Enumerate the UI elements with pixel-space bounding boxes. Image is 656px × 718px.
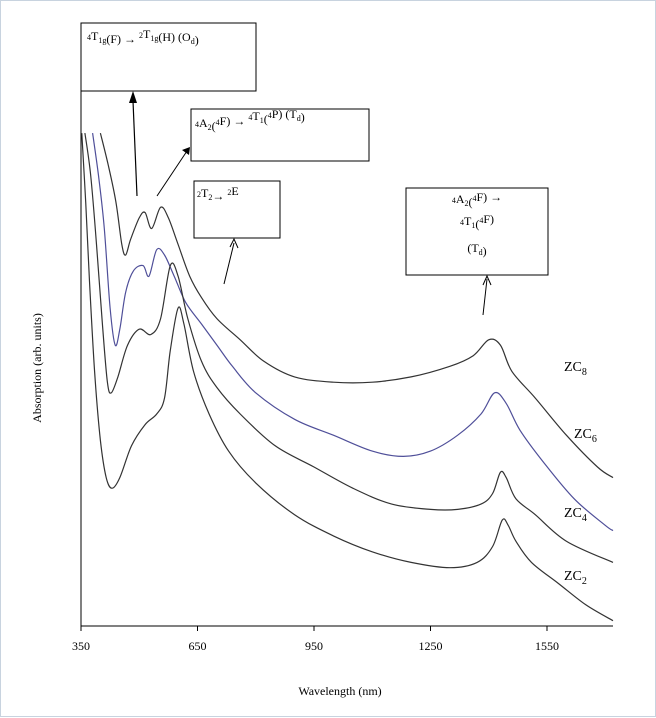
x-axis-title: Wavelength (nm) <box>298 684 381 698</box>
annotation-box-e <box>193 180 281 239</box>
x-tick-label: 350 <box>72 639 90 653</box>
annotation-box-oh <box>80 22 257 92</box>
annotation-oh: 4T1g(F) → 2T1g(H) (Od) <box>80 22 257 197</box>
x-tick-label: 650 <box>188 639 206 653</box>
y-axis-title: Absorption (arb. units) <box>30 313 44 423</box>
annotation-text-td2-line2: 4T1(4F) <box>460 212 494 231</box>
series-label-zc2: ZC2 <box>564 569 587 587</box>
axes: 350 650 950 1250 1550 <box>72 23 613 653</box>
series-line-zc6 <box>92 133 614 532</box>
x-tick-label: 950 <box>305 639 323 653</box>
series-label-zc6: ZC6 <box>574 427 597 445</box>
annotation-text-oh: 4T1g(F) → 2T1g(H) (Od) <box>87 27 199 47</box>
series-line-zc2 <box>81 133 614 622</box>
annotation-box-td1 <box>190 108 370 162</box>
arrow-oh <box>132 100 138 197</box>
annotation-text-td1: 4A2(4F) → 4T1(4P) (Td) <box>195 107 305 133</box>
annotation-td1: 4A2(4F) → 4T1(4P) (Td) <box>156 107 370 197</box>
arrowhead-e <box>229 237 239 249</box>
annotation-e: 2T2→ 2E <box>193 180 281 285</box>
arrowhead-td1 <box>182 147 190 155</box>
annotation-text-td2-line3: (Td) <box>467 241 486 258</box>
arrow-td2 <box>482 278 488 316</box>
x-tick-label: 1550 <box>535 639 559 653</box>
arrow-e <box>223 242 235 285</box>
annotation-text-td2-line1: 4A2(4F) → <box>452 190 502 209</box>
annotation-box-td2 <box>405 187 549 276</box>
arrowhead-oh <box>129 91 137 103</box>
series-label-zc8: ZC8 <box>564 360 587 378</box>
series-line-zc4 <box>84 133 614 563</box>
series-label-zc4: ZC4 <box>564 506 587 524</box>
arrowhead-td2 <box>482 274 492 286</box>
arrow-td1 <box>156 150 188 197</box>
annotation-text-e: 2T2→ 2E <box>197 184 239 203</box>
annotation-td2: 4A2(4F) → 4T1(4F) (Td) <box>405 187 549 316</box>
series-line-zc8 <box>99 132 614 479</box>
x-tick-label: 1250 <box>418 639 442 653</box>
